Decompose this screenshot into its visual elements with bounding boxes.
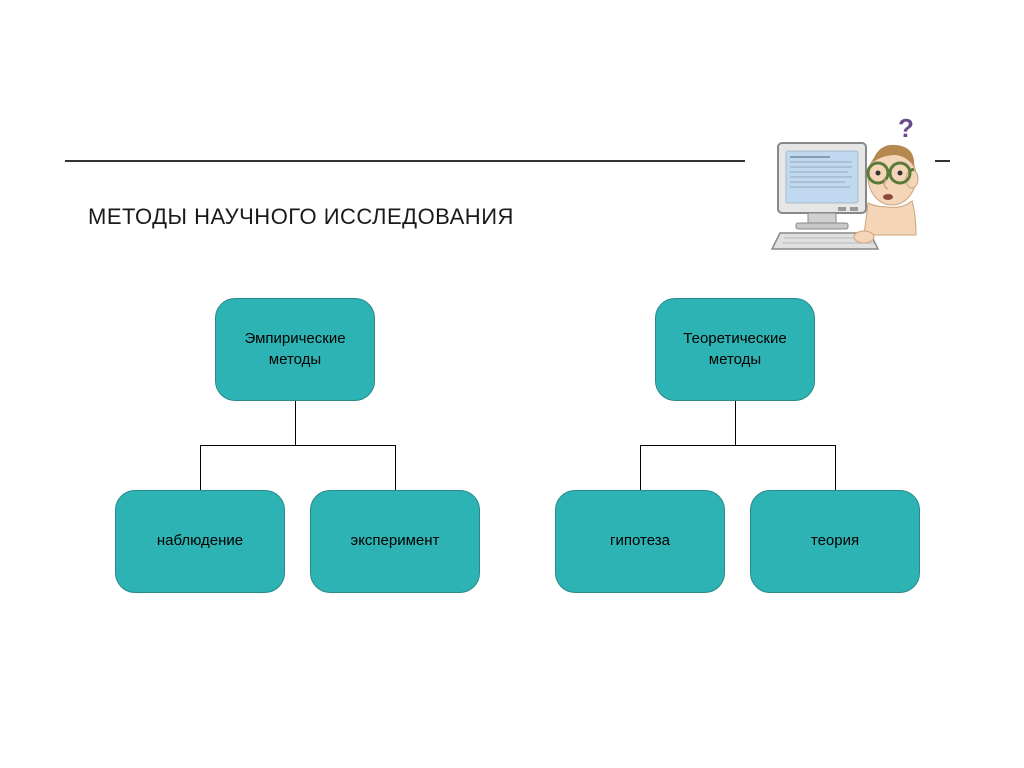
node-label: Эмпирическиеметоды — [244, 329, 345, 370]
connector-line — [395, 445, 396, 490]
node-observation: наблюдение — [115, 490, 285, 593]
node-theoretical-methods: Теоретическиеметоды — [655, 298, 815, 401]
node-empirical-methods: Эмпирическиеметоды — [215, 298, 375, 401]
divider-left — [65, 160, 745, 162]
connector-line — [200, 445, 396, 446]
node-hypothesis: гипотеза — [555, 490, 725, 593]
page-title: МЕТОДЫ НАУЧНОГО ИССЛЕДОВАНИЯ — [88, 204, 514, 230]
connector-line — [200, 445, 201, 490]
node-experiment: эксперимент — [310, 490, 480, 593]
node-label: гипотеза — [610, 531, 670, 551]
node-label: Теоретическиеметоды — [683, 329, 786, 370]
connector-line — [640, 445, 641, 490]
connector-line — [835, 445, 836, 490]
question-mark-icon: ? — [898, 115, 914, 143]
connector-line — [295, 401, 296, 445]
node-label: наблюдение — [157, 531, 243, 551]
computer-user-clipart: ? — [760, 115, 930, 255]
divider-right — [935, 160, 950, 162]
node-label: эксперимент — [351, 531, 440, 551]
node-theory: теория — [750, 490, 920, 593]
connector-line — [640, 445, 836, 446]
node-label: теория — [811, 531, 859, 551]
connector-line — [735, 401, 736, 445]
